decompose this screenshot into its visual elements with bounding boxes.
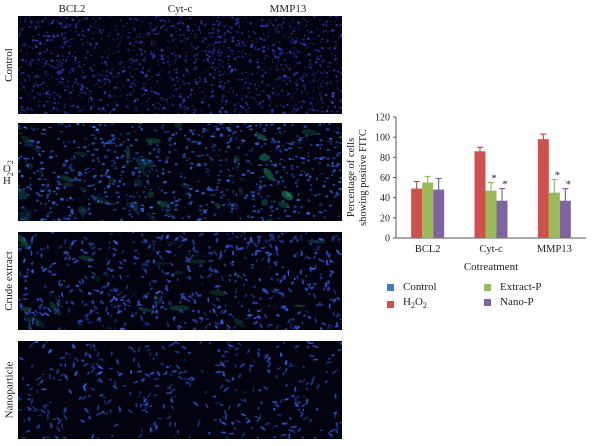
bar-extractp-mmp13 <box>548 192 560 238</box>
y-axis-label: showing positive FITC <box>358 129 369 226</box>
y-tick-label: 40 <box>380 193 390 204</box>
micrograph-h2o2-cytc <box>126 123 234 221</box>
significance-marker: * <box>491 173 497 185</box>
significance-marker: * <box>555 170 561 182</box>
row-label-h2o2: H2O2 <box>2 160 16 186</box>
legend-swatch-h2o2 <box>387 300 394 308</box>
legend-label-nano-p: Nano-P <box>500 296 534 308</box>
bar-h2o2-cytc <box>474 151 486 238</box>
bar-nanop-cytc <box>496 200 508 238</box>
bar-nanop-bcl2 <box>433 189 445 238</box>
legend-label-extract-p: Extract-P <box>500 281 542 293</box>
y-tick-label: 20 <box>380 213 390 224</box>
bar-h2o2-mmp13 <box>537 139 549 238</box>
bar-extractp-bcl2 <box>422 182 434 238</box>
bar-chart: 0 20 40 60 80 100 120 Percentage of cells showin… <box>346 113 586 273</box>
micrograph-control-cytc <box>126 16 234 114</box>
legend-item-h2o2: H2O2 <box>387 296 427 312</box>
micrograph-nano-bcl2 <box>18 341 126 439</box>
y-tick-label: 80 <box>380 153 390 164</box>
bar-h2o2-bcl2 <box>411 188 423 238</box>
legend-item-control: Control <box>387 281 437 294</box>
micrograph-crude-mmp13 <box>234 232 342 330</box>
x-axis-label: Cotreatment <box>464 261 518 273</box>
bar-extractp-cytc <box>485 190 497 238</box>
x-tick-label: MMP13 <box>537 244 572 255</box>
x-tick-label: Cyt-c <box>479 244 503 255</box>
row-label-control: Control <box>3 48 15 82</box>
micrograph-control-mmp13 <box>234 16 342 114</box>
bar-nanop-mmp13 <box>559 200 571 238</box>
y-tick-label: 0 <box>385 234 390 245</box>
y-tick-label: 100 <box>375 133 390 144</box>
micrograph-nano-cytc <box>126 341 234 439</box>
row-label-crude-extract: Crude extract <box>3 251 15 311</box>
y-tick-label: 60 <box>380 173 390 184</box>
micrograph-nano-mmp13 <box>234 341 342 439</box>
significance-marker: * <box>502 179 508 191</box>
column-label-bcl2: BCL2 <box>58 3 86 15</box>
legend-swatch-control <box>387 284 394 291</box>
micrograph-crude-cytc <box>126 232 234 330</box>
legend-item-extract-p: Extract-P <box>484 281 542 294</box>
micrograph-control-bcl2 <box>18 16 126 114</box>
y-axis-label: Percentage of cells <box>346 138 357 217</box>
significance-marker: * <box>566 179 572 191</box>
column-label-mmp13: MMP13 <box>269 3 307 15</box>
legend-item-nano-p: Nano-P <box>484 296 534 309</box>
y-tick-label: 120 <box>375 113 390 124</box>
legend-swatch-nano-p <box>484 299 491 306</box>
micrograph-h2o2-mmp13 <box>234 123 342 221</box>
column-label-cytc: Cyt-c <box>167 3 193 15</box>
x-tick-label: BCL2 <box>415 244 441 255</box>
micrograph-h2o2-bcl2 <box>18 123 126 221</box>
row-label-nanoparticle: Nanoparticle <box>3 361 15 419</box>
legend-swatch-extract-p <box>484 284 491 291</box>
micrograph-crude-bcl2 <box>18 232 126 330</box>
legend-label-h2o2: H2O2 <box>403 296 427 311</box>
legend-label-control: Control <box>403 281 437 293</box>
